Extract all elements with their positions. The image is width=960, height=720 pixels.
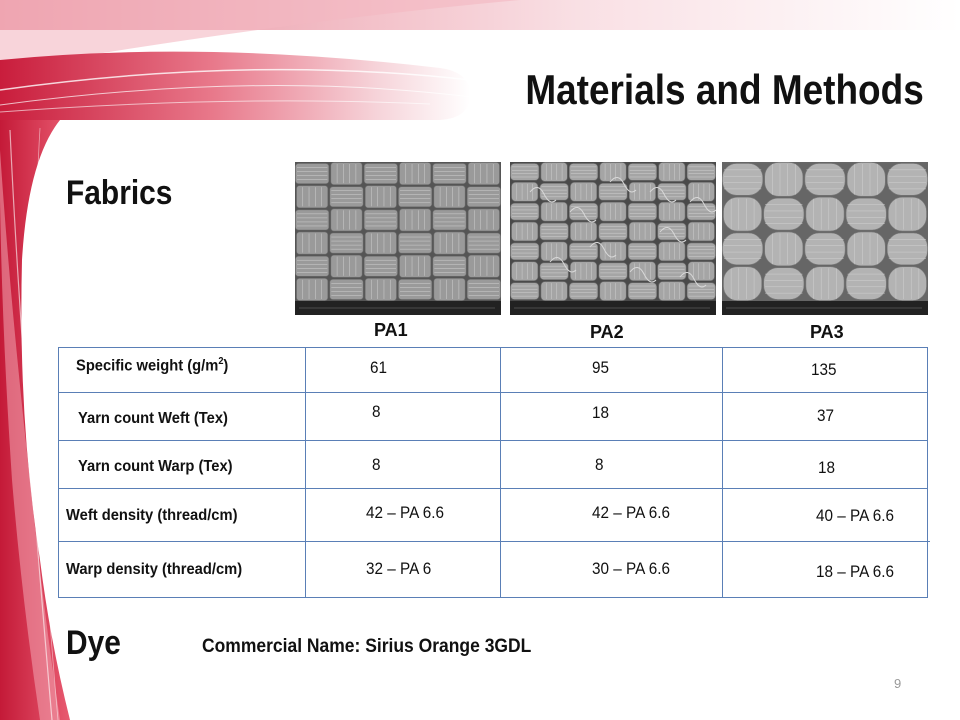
- sample-label-pa2: PA2: [590, 322, 624, 342]
- cell-yarn-weft-pa2: 18: [592, 403, 610, 422]
- sample-label-pa3: PA3: [810, 322, 844, 342]
- cell-yarn-warp-pa2: 8: [595, 455, 604, 474]
- row-label-sup: 2: [218, 356, 224, 367]
- row-label-text: Specific weight (g/m: [76, 357, 219, 375]
- cell-yarn-warp-pa1: 8: [372, 455, 381, 474]
- sem-image-pa1: [295, 162, 501, 315]
- cell-specific-weight-pa3: 135: [811, 360, 837, 379]
- sample-label-pa1: PA1: [374, 320, 408, 340]
- cell-specific-weight-pa1: 61: [370, 358, 388, 377]
- row-label-yarn-count-warp: Yarn count Warp (Tex): [78, 458, 233, 475]
- cell-weft-density-pa3: 40 – PA 6.6: [816, 506, 894, 525]
- cell-warp-density-pa1: 32 – PA 6: [366, 559, 432, 578]
- cell-yarn-weft-pa1: 8: [372, 402, 381, 421]
- dye-heading: Dye: [66, 624, 121, 662]
- row-label-after: ): [223, 357, 229, 375]
- sem-image-pa2: [510, 162, 716, 315]
- cell-warp-density-pa3: 18 – PA 6.6: [816, 562, 894, 581]
- row-label-yarn-count-weft: Yarn count Weft (Tex): [78, 410, 228, 427]
- cell-yarn-warp-pa3: 18: [818, 458, 836, 477]
- cell-warp-density-pa2: 30 – PA 6.6: [592, 559, 670, 578]
- cell-specific-weight-pa2: 95: [592, 358, 610, 377]
- cell-weft-density-pa2: 42 – PA 6.6: [592, 503, 670, 522]
- row-label-weft-density: Weft density (thread/cm): [66, 507, 238, 524]
- sem-image-pa3: [722, 162, 928, 315]
- dye-commercial-name: Commercial Name: Sirius Orange 3GDL: [202, 636, 532, 657]
- slide-title: Materials and Methods: [525, 66, 924, 113]
- row-label-warp-density: Warp density (thread/cm): [66, 561, 243, 578]
- row-label-specific-weight: Specific weight (g/m2): [76, 356, 228, 375]
- page-number: 9: [894, 676, 902, 691]
- cell-weft-density-pa1: 42 – PA 6.6: [366, 503, 444, 522]
- cell-yarn-weft-pa3: 37: [817, 406, 835, 425]
- fabrics-heading: Fabrics: [66, 174, 173, 212]
